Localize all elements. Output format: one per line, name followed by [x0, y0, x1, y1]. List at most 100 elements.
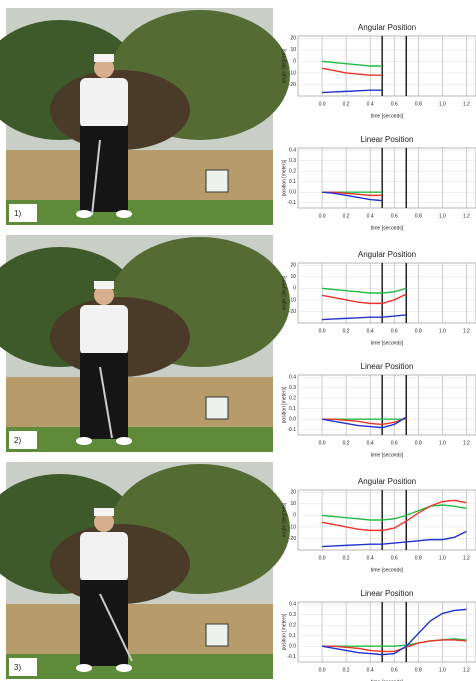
grass: [6, 654, 273, 679]
x-tick-label: 0.4: [367, 440, 374, 446]
y-axis-label: position [meters]: [281, 386, 287, 423]
y-tick-label: 20: [290, 36, 296, 42]
y-tick-label: -20: [289, 309, 296, 315]
y-tick-label: 0: [293, 59, 296, 65]
y-tick-label: 0.0: [289, 190, 296, 196]
y-tick-label: 0: [293, 513, 296, 519]
shoes: [76, 664, 92, 672]
y-tick-label: 0.3: [289, 158, 296, 164]
y-axis-label: angle [degrees]: [281, 502, 287, 537]
chart-title: Angular Position: [358, 23, 416, 32]
y-axis-label: angle [degrees]: [281, 48, 287, 83]
x-tick-label: 0.6: [391, 555, 398, 561]
chart-title: Angular Position: [358, 250, 416, 259]
x-tick-label: 1.0: [439, 555, 446, 561]
y-axis-label: angle [degrees]: [281, 275, 287, 310]
x-tick-label: 0.8: [415, 440, 422, 446]
cap: [94, 281, 114, 289]
x-tick-label: 0.6: [391, 440, 398, 446]
x-tick-label: 0.2: [343, 440, 350, 446]
panel-label: 2): [14, 436, 21, 445]
y-tick-label: 10: [290, 47, 296, 53]
photo: 3): [0, 462, 290, 679]
y-tick-label: 20: [290, 490, 296, 496]
grass: [6, 427, 273, 452]
chart-title: Linear Position: [361, 362, 414, 371]
y-tick-label: -0.1: [287, 654, 296, 660]
x-tick-label: 0.0: [319, 667, 326, 673]
grass: [6, 200, 273, 225]
shoes: [116, 210, 132, 218]
x-axis-label: time [seconds]: [371, 567, 404, 573]
panel-label: 1): [14, 209, 21, 218]
x-tick-label: 0.6: [391, 328, 398, 334]
plot-area: [298, 36, 476, 96]
y-tick-label: -0.1: [287, 427, 296, 433]
y-tick-label: 0.1: [289, 633, 296, 639]
x-tick-label: 0.8: [415, 101, 422, 107]
x-tick-label: 1.0: [439, 328, 446, 334]
y-tick-label: 0.0: [289, 644, 296, 650]
x-tick-label: 0.2: [343, 328, 350, 334]
x-tick-label: 0.6: [391, 213, 398, 219]
chart-title: Angular Position: [358, 477, 416, 486]
x-tick-label: 0.8: [415, 213, 422, 219]
x-tick-label: 0.0: [319, 440, 326, 446]
legs: [80, 580, 128, 666]
y-tick-label: 0.0: [289, 417, 296, 423]
x-tick-label: 1.0: [439, 440, 446, 446]
y-tick-label: -10: [289, 297, 296, 303]
torso: [80, 78, 128, 128]
y-tick-label: -10: [289, 524, 296, 530]
y-axis-label: position [meters]: [281, 159, 287, 196]
shoes: [76, 437, 92, 445]
legs: [80, 126, 128, 212]
x-tick-label: 0.2: [343, 213, 350, 219]
x-tick-label: 0.0: [319, 101, 326, 107]
x-tick-label: 0.2: [343, 667, 350, 673]
x-tick-label: 0.4: [367, 667, 374, 673]
y-tick-label: -10: [289, 70, 296, 76]
x-tick-label: 1.2: [463, 328, 470, 334]
x-tick-label: 0.4: [367, 213, 374, 219]
y-tick-label: 0.2: [289, 168, 296, 174]
cap: [94, 508, 114, 516]
x-axis-label: time [seconds]: [371, 340, 404, 346]
chart-title: Linear Position: [361, 135, 414, 144]
reeds: [6, 150, 273, 200]
x-axis-label: time [seconds]: [371, 225, 404, 231]
torso: [80, 532, 128, 582]
x-tick-label: 0.6: [391, 667, 398, 673]
chart: Linear Position0.00.20.40.60.81.01.20.40…: [281, 135, 476, 231]
x-tick-label: 1.2: [463, 440, 470, 446]
y-tick-label: 20: [290, 263, 296, 269]
shoes: [76, 210, 92, 218]
plot-area: [298, 602, 476, 662]
y-tick-label: 10: [290, 501, 296, 507]
y-tick-label: -20: [289, 536, 296, 542]
x-tick-label: 0.4: [367, 101, 374, 107]
y-tick-label: -0.1: [287, 200, 296, 206]
figure: 1) 2) 3) Angular Position 0.0 0.2 0.4 0.6 0.8 1.0…: [0, 0, 476, 681]
plot-area: [298, 148, 476, 208]
y-axis-label: position [meters]: [281, 613, 287, 650]
reeds: [6, 377, 273, 427]
sign: [206, 624, 228, 646]
chart: Angular Position0.00.20.40.60.81.01.2201…: [281, 250, 476, 346]
photo: 2): [0, 235, 290, 452]
y-tick-label: 0.1: [289, 179, 296, 185]
y-tick-label: 0.3: [289, 612, 296, 618]
y-tick-label: 0.2: [289, 622, 296, 628]
photo: 1): [0, 8, 290, 225]
x-tick-label: 1.2: [463, 555, 470, 561]
x-tick-label: 0.4: [367, 555, 374, 561]
x-tick-label: 0.8: [415, 555, 422, 561]
y-tick-label: 0.1: [289, 406, 296, 412]
shoes: [116, 664, 132, 672]
x-tick-label: 0.0: [319, 555, 326, 561]
sign: [206, 170, 228, 192]
x-tick-label: 1.0: [439, 101, 446, 107]
x-tick-label: 0.0: [319, 213, 326, 219]
